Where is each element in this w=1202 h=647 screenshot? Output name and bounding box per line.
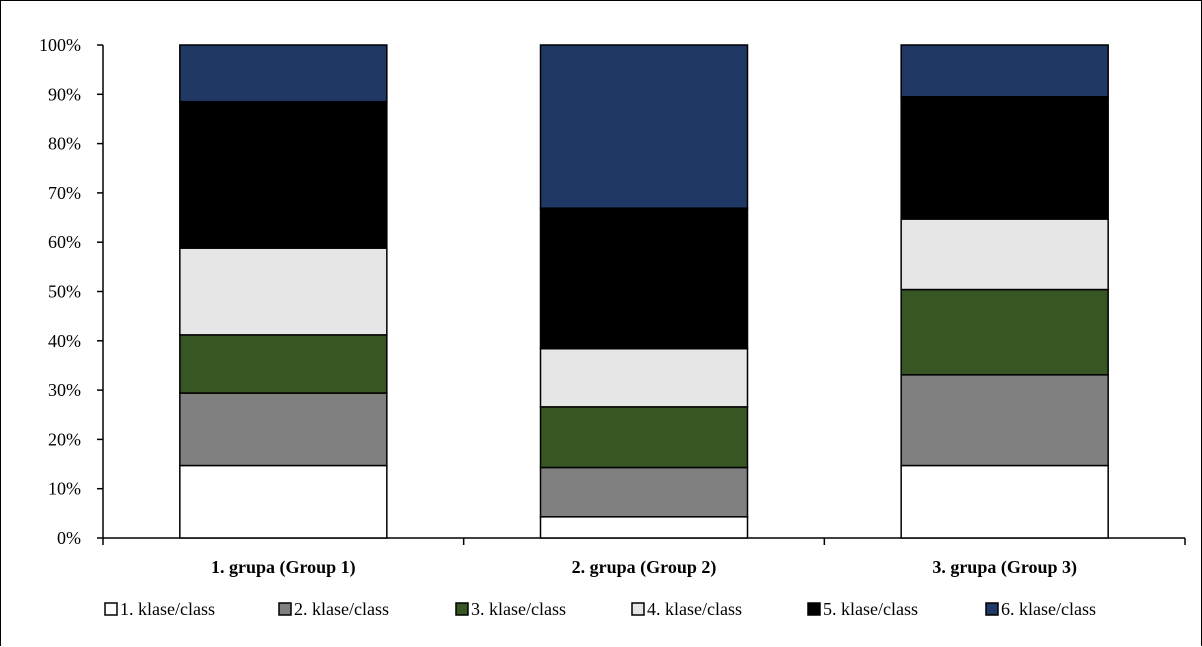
y-tick-label: 80%: [48, 134, 81, 154]
legend-swatch: [104, 602, 118, 616]
x-category-label: 1. grupa (Group 1): [211, 557, 356, 578]
x-category-label: 3. grupa (Group 3): [932, 557, 1077, 578]
bar-segment-3-group-1: [179, 334, 388, 394]
legend: 1. klase/class 2. klase/class 3. klase/cla…: [104, 599, 1096, 619]
y-tick-labels: 0% 10% 20% 30% 40% 50% 60% 70% 80% 90% 100%: [39, 35, 81, 548]
legend-swatch: [278, 602, 292, 616]
x-category-label: 2. grupa (Group 2): [572, 557, 717, 578]
legend-label: 4. klase/class: [647, 599, 742, 619]
bar-segment-1-group-1: [179, 464, 388, 539]
y-tick-label: 100%: [39, 35, 81, 55]
bar-segment-6-group-1: [179, 44, 388, 103]
legend-label: 5. klase/class: [823, 599, 918, 619]
legend-swatch: [807, 602, 821, 616]
bar-segment-5-group-3: [900, 96, 1109, 220]
bar-segment-2-group-3: [900, 374, 1109, 467]
legend-label: 3. klase/class: [471, 599, 566, 619]
y-tick-label: 30%: [48, 380, 81, 400]
y-tick-label: 50%: [48, 282, 81, 302]
legend-swatch: [455, 602, 469, 616]
y-tick-label: 60%: [48, 232, 81, 252]
y-tick-label: 40%: [48, 331, 81, 351]
bar-segment-4-group-3: [900, 218, 1109, 291]
bar-segment-2-group-1: [179, 392, 388, 467]
bars: [179, 44, 1109, 539]
bar-segment-1-group-3: [900, 464, 1109, 539]
y-tick-label: 10%: [48, 479, 81, 499]
bar-segment-4-group-2: [539, 347, 749, 408]
y-tick-label: 90%: [48, 84, 81, 104]
bar-segment-5-group-1: [179, 100, 388, 249]
y-tick-label: 0%: [57, 528, 81, 548]
bar-segment-2-group-2: [539, 466, 749, 518]
y-tick-label: 70%: [48, 183, 81, 203]
bar-segment-6-group-2: [539, 44, 749, 209]
bar-segment-1-group-2: [539, 516, 749, 539]
y-tick-label: 20%: [48, 429, 81, 449]
legend-label: 2. klase/class: [294, 599, 389, 619]
bar-segment-4-group-1: [179, 247, 388, 336]
bar-segment-6-group-3: [900, 44, 1109, 98]
legend-label: 6. klase/class: [1001, 599, 1096, 619]
x-tick-labels: 1. grupa (Group 1) 2. grupa (Group 2) 3. g…: [211, 557, 1077, 578]
legend-swatch: [631, 602, 645, 616]
bar-segment-5-group-2: [539, 207, 749, 350]
bar-segment-3-group-2: [539, 406, 749, 469]
legend-label: 1. klase/class: [120, 599, 215, 619]
bar-segment-3-group-3: [900, 288, 1109, 376]
legend-swatch: [985, 602, 999, 616]
